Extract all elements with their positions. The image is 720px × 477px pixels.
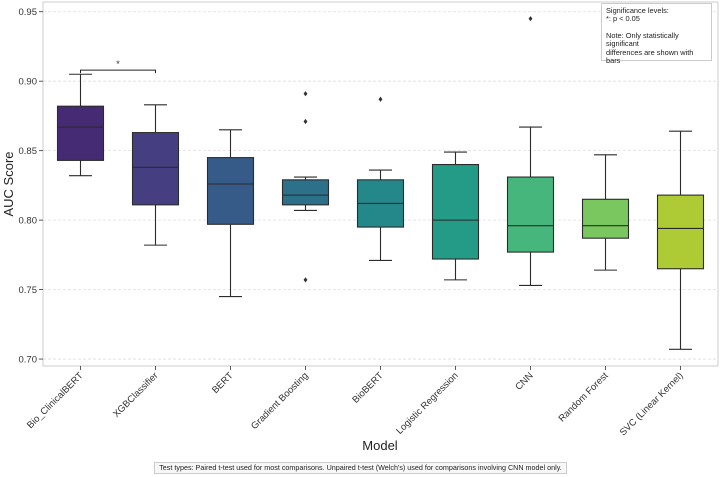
- significance-marker: *: [116, 59, 120, 70]
- significance-bar: [80, 69, 156, 74]
- x-tick-label: Bio_ClinicalBERT: [25, 370, 86, 431]
- y-tick-label: 0.85: [19, 146, 38, 157]
- box-8: [656, 130, 705, 350]
- x-tick-label: CNN: [513, 370, 535, 392]
- outlier-point: [378, 96, 383, 102]
- legend-significance-line: *: p < 0.05: [606, 14, 640, 24]
- box-body: [506, 176, 555, 253]
- outlier-point: [303, 91, 308, 97]
- x-tick-label: BioBERT: [350, 370, 385, 405]
- y-tick-label: 0.95: [19, 7, 38, 18]
- box-1: [131, 104, 180, 246]
- box-5: [431, 151, 480, 281]
- boxes: [56, 16, 705, 350]
- box-4: [356, 96, 405, 261]
- significance-legend: Significance levels: *: p < 0.05 Note: O…: [601, 3, 712, 65]
- x-tick-label: Gradient Boosting: [249, 370, 311, 432]
- test-types-footnote: Test types: Paired t-test used for most …: [154, 462, 567, 474]
- box-body: [281, 179, 330, 206]
- box-body: [56, 105, 105, 161]
- x-tick-label: Random Forest: [557, 370, 611, 424]
- box-body: [431, 163, 480, 260]
- box-7: [581, 154, 630, 271]
- outlier-point: [303, 118, 308, 125]
- y-tick-label: 0.70: [19, 355, 38, 366]
- x-axis-label: Model: [362, 438, 398, 453]
- y-axis-ticks: 0.70 0.75 0.80 0.85 0.90 0.95: [19, 7, 43, 366]
- y-tick-label: 0.80: [19, 216, 38, 227]
- outlier-point: [303, 277, 308, 283]
- box-2: [206, 129, 255, 298]
- significance-bars: *: [80, 59, 156, 74]
- box-body: [131, 132, 180, 206]
- x-tick-label: SVC (Linear Kernel): [618, 370, 686, 438]
- x-axis-ticks: Bio_ClinicalBERT XGBClassifier BERT Gradien…: [25, 366, 686, 438]
- legend-note-line-1: Note: Only statistically significant: [606, 30, 679, 49]
- y-tick-label: 0.90: [19, 77, 38, 88]
- x-tick-label: BERT: [210, 370, 236, 396]
- y-tick-label: 0.75: [19, 285, 38, 296]
- outlier-point: [528, 16, 533, 22]
- legend-note-line-2: differences are shown with bars: [606, 47, 694, 66]
- box-body: [656, 194, 705, 270]
- box-body: [581, 198, 630, 239]
- x-tick-label: Logistic Regression: [394, 370, 460, 436]
- box-body: [206, 157, 255, 225]
- x-tick-label: XGBClassifier: [111, 370, 161, 420]
- box-3: [281, 91, 330, 283]
- box-6: [506, 16, 555, 286]
- y-axis-label: AUC Score: [1, 151, 16, 216]
- box-0: [56, 73, 105, 177]
- legend-title: Significance levels:: [606, 6, 669, 15]
